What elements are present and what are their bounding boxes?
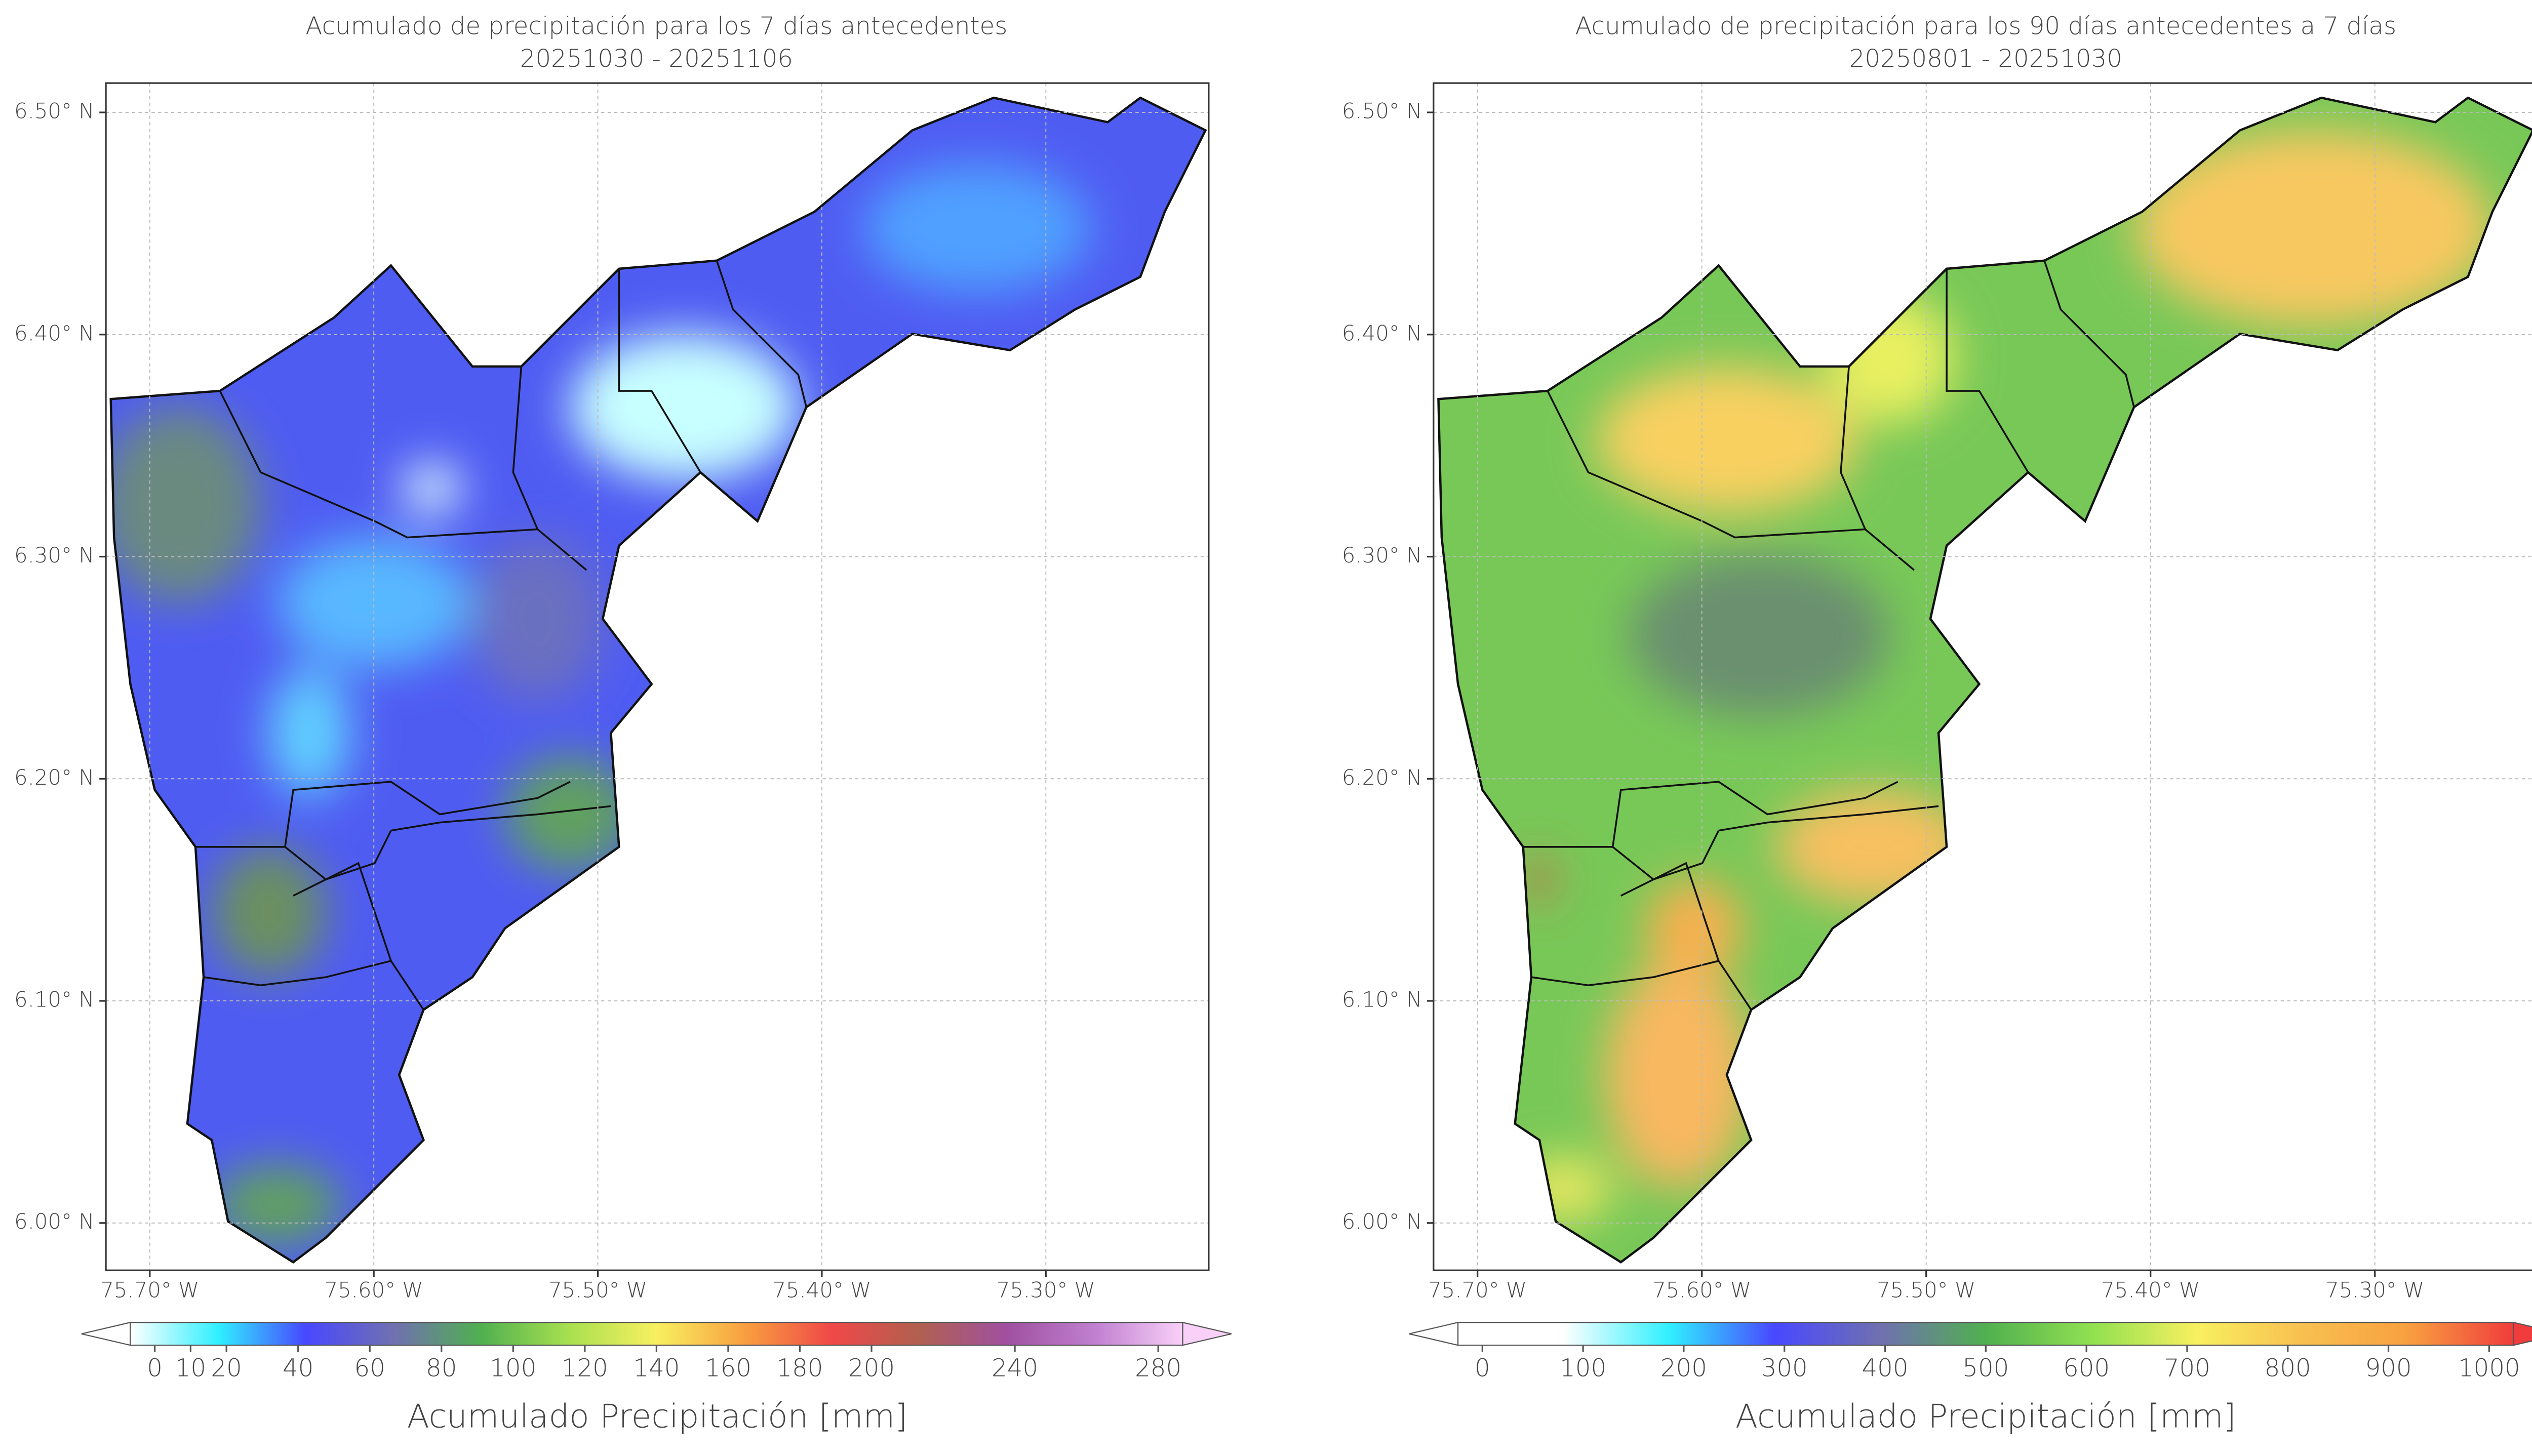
colorbar-tick-label: 400 (1862, 1354, 1908, 1382)
colorbar-tick-label: 140 (633, 1354, 680, 1382)
colorbar-tick-label: 200 (848, 1354, 895, 1382)
y-tick-label: 6.30° N (1342, 543, 1422, 568)
y-tick-label: 6.20° N (14, 765, 95, 790)
x-tick-label: 75.30° W (2325, 1278, 2424, 1303)
colorbar-tick-label: 900 (2365, 1354, 2411, 1382)
y-tick-label: 6.50° N (14, 99, 95, 124)
x-tick-label: 75.50° W (1877, 1278, 1975, 1303)
x-tick-label: 75.60° W (325, 1278, 423, 1303)
colorbar-start (81, 1321, 131, 1346)
colorbar-tick-label: 500 (1962, 1354, 2009, 1382)
y-tick-label: 6.00° N (1342, 1209, 1422, 1234)
colorbar-tick-label: 240 (992, 1354, 1038, 1382)
colorbar-tick-label: 10 (175, 1354, 206, 1382)
colorbar-tick-label: 180 (776, 1354, 823, 1382)
map-frame (105, 82, 1210, 1271)
x-tick-label: 75.60° W (1652, 1278, 1751, 1303)
x-tick-label: 75.50° W (548, 1278, 647, 1303)
precip-field-90d (1438, 98, 2532, 1263)
y-tick-label: 6.40° N (1342, 320, 1422, 345)
axes: 75.70° W 75.60° W 75.50° W 75.40° W 75.30° W… (1342, 82, 2532, 1303)
precip-field-7d (110, 98, 1206, 1263)
x-tick-label: 75.70° W (1428, 1278, 1527, 1303)
colorbar-end (2513, 1321, 2532, 1346)
x-tick-label: 75.70° W (100, 1278, 199, 1303)
x-tick-label: 75.30° W (997, 1278, 1095, 1303)
colorbar-tick-label: 100 (1560, 1354, 1606, 1382)
colorbar-tick-label: 40 (283, 1354, 313, 1382)
colorbar-start (1409, 1321, 1459, 1346)
colorbar-tick-label: 200 (1660, 1354, 1707, 1382)
y-tick-label: 6.00° N (14, 1209, 95, 1234)
y-tick-label: 6.10° N (1342, 987, 1422, 1012)
colorbar-tick-label: 120 (562, 1354, 608, 1382)
colorbar-tick-label: 700 (2164, 1354, 2210, 1382)
colorbar-tick-label: 100 (490, 1354, 536, 1382)
colorbar-tick-label: 800 (2265, 1354, 2311, 1382)
colorbar-tick-label: 300 (1761, 1354, 1808, 1382)
map-subtitle: 20251030 - 20251106 (520, 45, 793, 73)
y-tick-label: 6.50° N (1342, 99, 1422, 124)
map-subtitle: 20250801 - 20251030 (1849, 45, 2122, 73)
colorbar-tick-label: 160 (705, 1354, 751, 1382)
y-tick-label: 6.10° N (14, 987, 95, 1012)
x-tick-label: 75.40° W (772, 1278, 871, 1303)
colorbar-tick-label: 20 (211, 1354, 242, 1382)
y-tick-label: 6.30° N (14, 543, 95, 568)
colorbar (130, 1322, 1183, 1346)
colorbar-tick-label: 0 (147, 1354, 163, 1382)
colorbar-tick-label: 600 (2063, 1354, 2110, 1382)
axes: 75.70° W 75.60° W 75.50° W 75.40° W 75.30° W… (14, 82, 1210, 1303)
x-tick-label: 75.40° W (2101, 1278, 2200, 1303)
colorbar-tick-label: 80 (426, 1354, 457, 1382)
colorbar-tick-label: 0 (1475, 1354, 1490, 1382)
colorbar-label: Acumulado Precipitación [mm] (1735, 1397, 2236, 1435)
colorbar (1457, 1322, 2514, 1346)
colorbar-tick-label: 60 (354, 1354, 385, 1382)
colorbar-tick-label: 1000 (2458, 1354, 2520, 1382)
map-title: Acumulado de precipitación para los 90 d… (1575, 12, 2397, 41)
y-tick-label: 6.20° N (1342, 765, 1422, 790)
basin-lines (195, 260, 808, 1010)
map-title: Acumulado de precipitación para los 7 dí… (305, 12, 1007, 41)
map-frame (1433, 82, 2532, 1271)
y-tick-label: 6.40° N (14, 320, 95, 345)
colorbar-end (1182, 1321, 1232, 1346)
colorbar-label: Acumulado Precipitación [mm] (407, 1397, 908, 1435)
colorbar-tick-label: 280 (1135, 1354, 1181, 1382)
